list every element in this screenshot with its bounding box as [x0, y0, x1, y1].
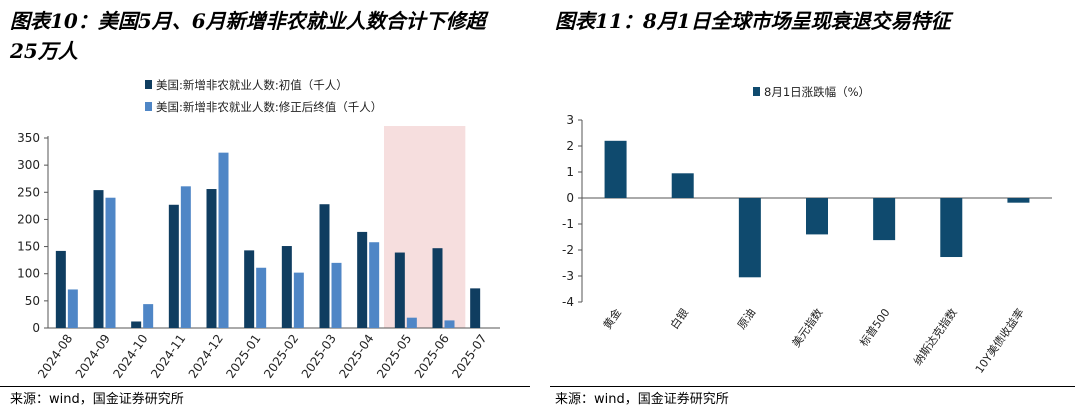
- left-x-tick-label: 2025-07: [449, 332, 489, 381]
- left-y-tick-label: 100: [17, 267, 40, 281]
- bar-initial: [432, 248, 443, 328]
- bar-revised: [218, 152, 229, 328]
- left-x-tick-label: 2024-08: [35, 332, 75, 381]
- bar-initial: [357, 231, 368, 328]
- right-y-tick-label: 0: [566, 191, 574, 205]
- right-x-tick-label: 原油: [734, 306, 758, 332]
- left-x-tick-label: 2024-09: [73, 332, 113, 381]
- left-x-tick-label: 2025-05: [374, 332, 414, 381]
- right-y-tick-label: -4: [562, 295, 574, 309]
- left-x-tick-label: 2024-12: [186, 332, 226, 381]
- bar-revised: [105, 197, 116, 328]
- right-y-tick-label: -3: [562, 269, 574, 283]
- right-x-tick-label: 纳斯达克指数: [910, 306, 959, 368]
- left-y-tick-label: 0: [32, 321, 40, 335]
- right-y-tick-label: 3: [566, 113, 574, 127]
- right-y-tick-label: 2: [566, 139, 574, 153]
- bar-revised: [67, 289, 78, 328]
- left-y-tick-label: 150: [17, 240, 40, 254]
- bar-change: [604, 140, 627, 198]
- bar-initial: [394, 252, 405, 328]
- bar-change: [671, 173, 694, 198]
- legend-swatch: [145, 102, 152, 111]
- left-y-tick-label: 300: [17, 158, 40, 172]
- left-x-tick-label: 2025-03: [299, 332, 339, 381]
- bar-revised: [143, 304, 154, 328]
- left-x-tick-label: 2024-10: [110, 332, 150, 381]
- bar-change: [940, 198, 963, 258]
- right-y-tick-label: -1: [562, 217, 574, 231]
- legend-label: 8月1日涨跌幅（%）: [764, 85, 870, 99]
- bar-initial: [131, 321, 142, 328]
- left-x-tick-label: 2025-02: [261, 332, 301, 381]
- bar-revised: [293, 272, 304, 328]
- right-x-tick-label: 白银: [667, 306, 691, 332]
- right-x-tick-label: 标普500: [856, 306, 892, 349]
- bar-initial: [93, 190, 104, 328]
- bar-initial: [168, 204, 179, 328]
- bar-change: [873, 198, 896, 241]
- right-y-tick-label: -2: [562, 243, 574, 257]
- bar-change: [1007, 198, 1030, 203]
- bar-revised: [180, 186, 191, 328]
- right-source-note: 来源：wind，国金证券研究所: [555, 392, 729, 407]
- bar-revised: [256, 267, 267, 328]
- legend-label: 美国:新增非农就业人数:初值（千人）: [156, 78, 348, 92]
- left-divider: [0, 386, 530, 387]
- bar-initial: [244, 250, 255, 328]
- right-x-tick-label: 黄金: [600, 306, 624, 332]
- left-y-tick-label: 350: [17, 131, 40, 145]
- bar-initial: [206, 189, 217, 328]
- left-x-tick-label: 2025-04: [336, 332, 376, 381]
- bar-revised: [369, 242, 380, 328]
- bar-revised: [406, 317, 417, 328]
- left-x-tick-label: 2024-11: [148, 332, 188, 381]
- right-x-tick-label: 美元指数: [789, 306, 826, 350]
- bar-initial: [55, 250, 66, 328]
- legend-label: 美国:新增非农就业人数:修正后终值（千人）: [156, 100, 382, 114]
- left-y-tick-label: 50: [25, 294, 40, 308]
- bar-initial: [470, 288, 481, 328]
- right-y-tick-label: 1: [566, 165, 574, 179]
- right-x-tick-label: 10Y美债收益率: [972, 306, 1027, 376]
- legend-swatch: [753, 87, 760, 96]
- right-figure-title: 图表11：8月1日全球市场呈现衰退交易特征: [555, 9, 951, 33]
- bar-change: [738, 198, 761, 278]
- bar-change: [806, 198, 828, 235]
- left-x-tick-label: 2025-01: [223, 332, 263, 381]
- bar-revised: [444, 320, 455, 328]
- bar-initial: [319, 204, 330, 328]
- left-y-tick-label: 250: [17, 185, 40, 199]
- left-figure-title: 图表10：美国5月、6月新增非农就业人数合计下修超25万人: [10, 9, 486, 63]
- legend-swatch: [145, 80, 152, 89]
- left-x-tick-label: 2025-06: [412, 332, 452, 381]
- bar-initial: [281, 246, 292, 328]
- right-divider: [550, 386, 1075, 387]
- bar-revised: [331, 262, 342, 328]
- left-source-note: 来源：wind，国金证券研究所: [10, 392, 184, 407]
- left-y-tick-label: 200: [17, 212, 40, 226]
